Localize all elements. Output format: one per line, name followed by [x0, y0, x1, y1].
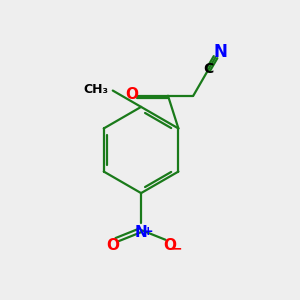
Text: O: O — [125, 87, 138, 102]
Text: O: O — [163, 238, 176, 253]
Text: N: N — [214, 43, 228, 61]
Text: −: − — [170, 241, 182, 255]
Text: O: O — [106, 238, 119, 253]
Text: +: + — [142, 225, 153, 238]
Text: CH₃: CH₃ — [83, 83, 108, 97]
Text: C: C — [204, 62, 214, 76]
Text: N: N — [135, 225, 148, 240]
